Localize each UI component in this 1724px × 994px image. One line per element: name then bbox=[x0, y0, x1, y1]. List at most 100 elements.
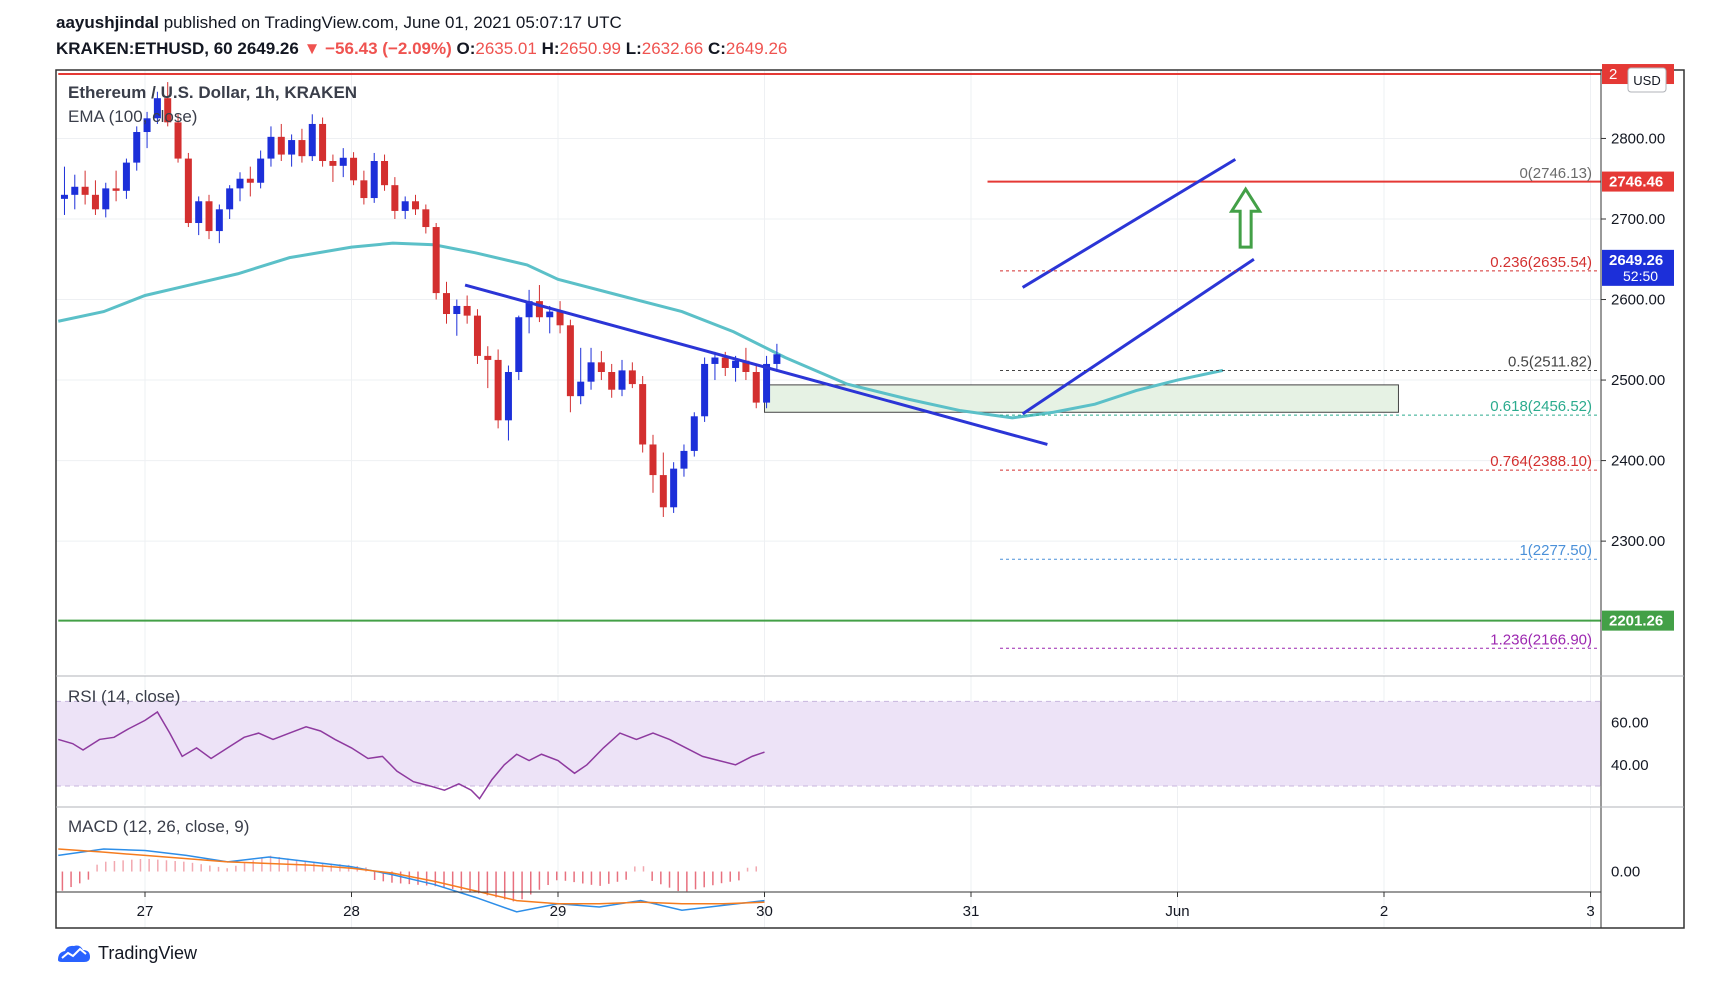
author-name[interactable]: aayushjindal bbox=[56, 13, 159, 32]
time-tick-label: 31 bbox=[963, 903, 980, 920]
candle-body bbox=[742, 360, 750, 372]
candle-body bbox=[184, 158, 192, 224]
price-tag-label: 2746.46 bbox=[1609, 174, 1663, 191]
macd-pane bbox=[58, 848, 765, 913]
trendline bbox=[1021, 158, 1237, 289]
candle-body bbox=[339, 157, 347, 166]
symbol-name[interactable]: KRAKEN:ETHUSD, 60 bbox=[56, 39, 233, 58]
price-tag-countdown: 52:50 bbox=[1623, 268, 1658, 284]
candle-body bbox=[381, 161, 389, 186]
trendline bbox=[464, 283, 1048, 446]
candle-body bbox=[164, 98, 172, 123]
signal-series-line bbox=[58, 848, 765, 905]
trendlines bbox=[464, 158, 1255, 446]
chart-header: aayushjindal published on TradingView.co… bbox=[56, 10, 1656, 62]
currency-label: USD bbox=[1633, 73, 1660, 88]
price-tick-label: 2300.00 bbox=[1611, 533, 1665, 550]
time-tick-label: 27 bbox=[137, 903, 154, 920]
price-tag-box bbox=[1602, 249, 1674, 286]
last-price: 2649.26 bbox=[237, 39, 299, 58]
price-tag-label: 2201.26 bbox=[1609, 613, 1663, 630]
fib-level-label: 0.236(2635.54) bbox=[1490, 254, 1592, 271]
time-tick-label: 30 bbox=[756, 903, 773, 920]
candle-body bbox=[680, 450, 688, 469]
low-value: 2632.66 bbox=[641, 39, 704, 58]
candle-body bbox=[277, 136, 285, 155]
price-tick-label: 2800.00 bbox=[1611, 130, 1665, 147]
fib-level-label: 0(2746.13) bbox=[1519, 165, 1592, 182]
ema-line bbox=[57, 241, 1224, 420]
candle-body bbox=[205, 201, 213, 232]
time-axis: 27 28 29 30 31 Jun 2 3 bbox=[137, 892, 1595, 920]
candle-body bbox=[432, 227, 440, 294]
candle-body bbox=[298, 140, 306, 157]
candle-body bbox=[329, 161, 337, 166]
close-label: C: bbox=[707, 39, 726, 58]
candle-body bbox=[215, 209, 223, 232]
price-axis: 2300.00 2400.00 2500.00 2600.00 2700.00 2800.… bbox=[1601, 64, 1674, 881]
tradingview-logo-icon bbox=[58, 945, 90, 962]
candle-body bbox=[597, 362, 605, 372]
candle-body bbox=[246, 178, 254, 183]
candle-body bbox=[401, 201, 409, 211]
candle-body bbox=[649, 444, 657, 476]
candle-body bbox=[546, 311, 554, 318]
chart-outer-border bbox=[55, 69, 1685, 929]
rsi-tick-label: 40.00 bbox=[1611, 757, 1649, 774]
time-tick-label: 28 bbox=[343, 903, 360, 920]
candle-body bbox=[143, 118, 151, 133]
price-tick-label: 2400.00 bbox=[1611, 453, 1665, 470]
time-tick-label: 3 bbox=[1586, 903, 1594, 920]
candle-body bbox=[525, 301, 533, 318]
high-label: H: bbox=[541, 39, 560, 58]
open-value: 2635.01 bbox=[475, 39, 537, 58]
candles bbox=[60, 82, 781, 517]
candle-body bbox=[257, 158, 265, 183]
candle-body bbox=[773, 354, 781, 364]
macd-tick-label: 0.00 bbox=[1611, 864, 1640, 881]
candle-body bbox=[587, 362, 595, 382]
candle-body bbox=[60, 194, 68, 199]
candle-body bbox=[690, 416, 698, 451]
candle-body bbox=[504, 372, 512, 421]
candle-body bbox=[71, 186, 79, 195]
candle-body bbox=[102, 188, 110, 210]
price-tick-label: 2500.00 bbox=[1611, 372, 1665, 389]
time-tick-label: Jun bbox=[1165, 903, 1189, 920]
candle-body bbox=[701, 363, 709, 417]
candle-body bbox=[711, 357, 719, 364]
fib-levels: 0(2746.13) 0.236(2635.54) 0.5(2511.82) 0.61… bbox=[1000, 165, 1600, 649]
symbol-line: KRAKEN:ETHUSD, 60 2649.26 ▼ −56.43 (−2.0… bbox=[56, 36, 1656, 62]
candle-body bbox=[473, 315, 481, 356]
tradingview-brand: TradingView bbox=[98, 942, 198, 963]
price-tag-box bbox=[1602, 171, 1674, 192]
publish-info: published on TradingView.com, June 01, 2… bbox=[163, 13, 622, 32]
candle-body bbox=[422, 209, 430, 228]
candle-body bbox=[670, 468, 678, 508]
trendline bbox=[1021, 258, 1255, 416]
level-lines bbox=[58, 73, 1601, 622]
candle-body bbox=[236, 178, 244, 189]
candle-body bbox=[288, 140, 296, 155]
candle-body bbox=[122, 162, 130, 191]
rsi-band bbox=[56, 701, 1601, 786]
high-value: 2650.99 bbox=[559, 39, 621, 58]
candle-body bbox=[319, 123, 327, 162]
candle-body bbox=[412, 201, 420, 210]
candle-body bbox=[81, 186, 89, 195]
candle-body bbox=[752, 372, 760, 403]
candle-body bbox=[360, 180, 368, 199]
candle-body bbox=[453, 305, 461, 315]
publish-line: aayushjindal published on TradingView.co… bbox=[56, 10, 1656, 36]
tradingview-logo[interactable]: TradingView bbox=[56, 942, 197, 964]
candle-body bbox=[535, 301, 543, 318]
macd-legend-label: MACD (12, 26, close, 9) bbox=[68, 817, 249, 836]
candle-body bbox=[226, 188, 234, 210]
rsi-pane bbox=[56, 700, 1601, 800]
candle-body bbox=[628, 370, 636, 385]
close-value: 2649.26 bbox=[725, 39, 788, 58]
candle-body bbox=[153, 98, 161, 119]
price-change: ▼ −56.43 (−2.09%) bbox=[303, 39, 452, 58]
candle-body bbox=[556, 311, 564, 326]
